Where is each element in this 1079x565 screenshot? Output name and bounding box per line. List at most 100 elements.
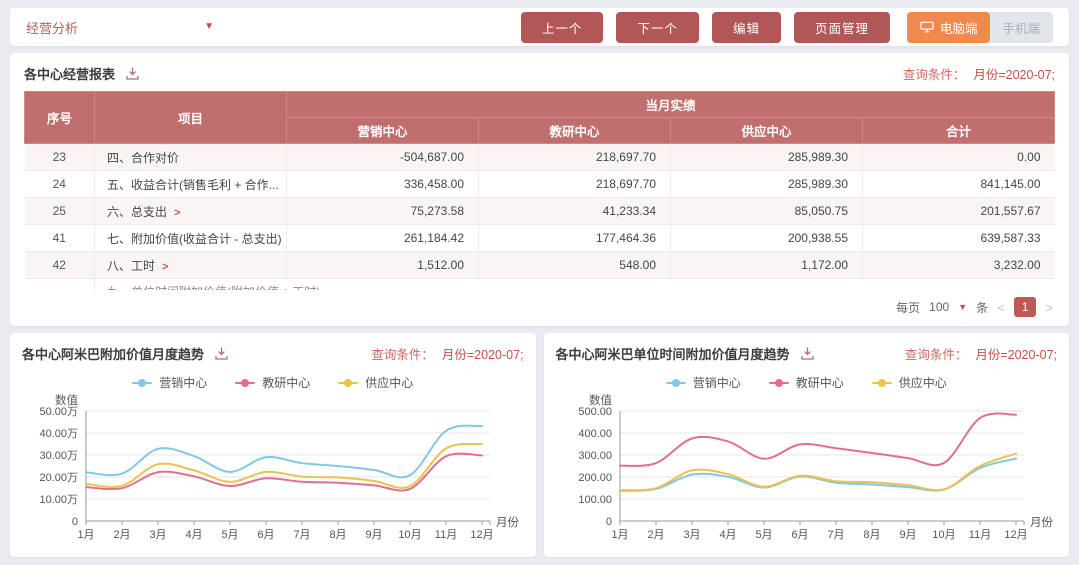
download-icon[interactable] — [800, 346, 815, 361]
svg-text:月份: 月份 — [1030, 516, 1053, 529]
query-value: 月份=2020-07; — [973, 68, 1055, 82]
mobile-mode-button[interactable]: 手机端 — [986, 11, 1053, 43]
legend-marker-icon — [235, 378, 256, 387]
legend-item[interactable]: 营销中心 — [132, 374, 207, 391]
report-query-condition: 查询条件： 月份=2020-07; — [903, 64, 1055, 83]
value-cell: 336,458.00 — [286, 170, 479, 198]
legend-item[interactable]: 教研中心 — [235, 374, 310, 391]
table-row: 41 七、附加价值(收益合计 - 总支出) 261,184.42 177,464.36… — [24, 224, 1055, 252]
monitor-icon — [920, 21, 934, 33]
chart-card-added-value: 各中心阿米巴附加价值月度趋势 查询条件： 月份=2020-07; 营销中心 教研中心… — [10, 333, 536, 557]
report-table-head: 序号 项目 当月实绩 营销中心 教研中心 供应中心 合计 — [24, 91, 1055, 144]
chart-query-condition: 查询条件： 月份=2020-07; — [905, 344, 1057, 363]
svg-text:9月: 9月 — [899, 529, 916, 541]
item-cell: 九、单位时间附加价值(附加价值 ÷ 工时) — [95, 279, 1055, 290]
download-icon[interactable] — [125, 66, 140, 81]
chart-card-header: 各中心阿米巴单位时间附加价值月度趋势 查询条件： 月份=2020-07; — [556, 341, 1058, 371]
query-label: 查询条件： — [904, 348, 968, 362]
item-cell: 七、附加价值(收益合计 - 总支出) — [94, 224, 287, 252]
value-cell: 201,557.67 — [862, 197, 1055, 225]
svg-text:8月: 8月 — [863, 529, 880, 541]
legend-marker-icon — [871, 378, 892, 387]
value-cell: 218,697.70 — [478, 143, 671, 171]
legend-item[interactable]: 供应中心 — [338, 374, 413, 391]
column-header-item: 项目 — [94, 91, 287, 144]
svg-text:5月: 5月 — [221, 529, 238, 541]
svg-text:5月: 5月 — [755, 529, 772, 541]
per-page-dropdown-icon[interactable]: ▼ — [958, 302, 968, 312]
prev-page-icon[interactable]: < — [997, 299, 1005, 315]
svg-text:7月: 7月 — [827, 529, 844, 541]
svg-text:4月: 4月 — [185, 529, 202, 541]
svg-text:1月: 1月 — [77, 529, 94, 541]
svg-text:10.00万: 10.00万 — [39, 494, 78, 506]
previous-button[interactable]: 上一个 — [520, 11, 604, 43]
chart-title: 各中心阿米巴单位时间附加价值月度趋势 — [555, 347, 790, 362]
next-page-icon[interactable]: > — [1045, 299, 1053, 315]
svg-text:1月: 1月 — [611, 529, 628, 541]
query-label: 查询条件： — [371, 348, 434, 362]
chart-card-unit-time-added-value: 各中心阿米巴单位时间附加价值月度趋势 查询条件： 月份=2020-07; 营销中心… — [543, 333, 1069, 557]
column-header-group: 当月实绩 — [286, 91, 1055, 118]
download-icon[interactable] — [214, 346, 229, 361]
dashboard-selector-label: 经营分析 — [26, 20, 79, 36]
value-cell: 841,145.00 — [862, 170, 1055, 198]
table-row-partial: 九、单位时间附加价值(附加价值 ÷ 工时) — [24, 278, 1055, 290]
svg-text:7月: 7月 — [293, 529, 310, 541]
per-page-value[interactable]: 100 — [929, 300, 950, 314]
svg-text:2月: 2月 — [113, 529, 130, 541]
row-index-cell: 25 — [24, 197, 95, 225]
svg-text:2月: 2月 — [647, 529, 664, 541]
pagination: 每页 100 ▼ 条 < 1 > — [24, 290, 1055, 322]
value-cell: 3,232.00 — [862, 251, 1055, 279]
column-header-center: 合计 — [862, 117, 1055, 144]
pc-mode-label: 电脑端 — [939, 21, 978, 36]
svg-text:3月: 3月 — [683, 529, 700, 541]
svg-text:0: 0 — [72, 516, 78, 528]
row-index-cell: 42 — [24, 251, 95, 279]
svg-text:数值: 数值 — [589, 393, 612, 407]
current-page-button[interactable]: 1 — [1013, 297, 1037, 317]
expand-arrow-icon[interactable]: > — [162, 260, 169, 273]
svg-text:10月: 10月 — [398, 529, 421, 541]
value-cell: -504,687.00 — [286, 143, 479, 171]
svg-text:3月: 3月 — [149, 529, 166, 541]
charts-row: 各中心阿米巴附加价值月度趋势 查询条件： 月份=2020-07; 营销中心 教研中心… — [10, 333, 1069, 557]
report-card: 各中心经营报表 查询条件： 月份=2020-07; 序号 项目 当月实绩 营销中心… — [10, 53, 1069, 326]
svg-text:9月: 9月 — [365, 529, 382, 541]
chevron-down-icon: ▼ — [204, 21, 214, 32]
legend-item[interactable]: 教研中心 — [768, 374, 844, 391]
pc-mode-button[interactable]: 电脑端 — [906, 11, 991, 43]
legend-item[interactable]: 营销中心 — [665, 374, 741, 391]
legend-label: 供应中心 — [898, 376, 947, 390]
svg-text:11月: 11月 — [435, 529, 457, 541]
column-header-index: 序号 — [24, 91, 95, 144]
next-button[interactable]: 下一个 — [616, 11, 699, 43]
edit-button[interactable]: 编辑 — [711, 11, 781, 43]
legend-item[interactable]: 供应中心 — [871, 374, 947, 391]
svg-text:300.00: 300.00 — [578, 450, 612, 462]
chart-legend: 营销中心 教研中心 供应中心 — [22, 371, 524, 391]
value-cell: 285,989.30 — [670, 143, 863, 171]
value-cell: 0.00 — [862, 143, 1055, 171]
query-value: 月份=2020-07; — [975, 348, 1057, 362]
svg-text:12月: 12月 — [1004, 529, 1027, 541]
svg-text:400.00: 400.00 — [578, 428, 612, 440]
value-cell: 639,587.33 — [862, 224, 1055, 252]
column-header-center: 教研中心 — [478, 117, 671, 144]
page-manage-button[interactable]: 页面管理 — [793, 11, 890, 43]
device-toggle: 电脑端 手机端 — [906, 11, 1053, 43]
svg-text:40.00万: 40.00万 — [39, 428, 78, 440]
svg-text:4月: 4月 — [719, 529, 736, 541]
dashboard-selector[interactable]: 经营分析 ▼ — [26, 18, 214, 37]
toolbar-actions: 上一个 下一个 编辑 页面管理 电脑端 手机端 — [520, 11, 1053, 43]
expand-arrow-icon[interactable]: > — [174, 206, 181, 219]
row-index-cell — [24, 278, 95, 290]
chart-query-condition: 查询条件： 月份=2020-07; — [371, 344, 523, 363]
legend-label: 营销中心 — [159, 376, 208, 390]
legend-label: 教研中心 — [262, 376, 311, 390]
legend-marker-icon — [768, 378, 789, 387]
svg-text:10月: 10月 — [932, 529, 955, 541]
chart-legend: 营销中心 教研中心 供应中心 — [556, 371, 1058, 391]
